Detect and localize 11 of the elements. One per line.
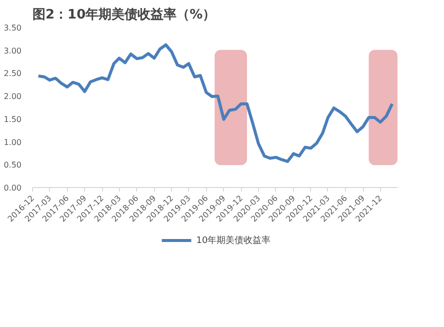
y-tick-label: 0.50 <box>4 160 22 170</box>
chart-title: 图2：10年期美债收益率（%） <box>32 6 216 22</box>
y-tick-label: 1.00 <box>4 138 22 147</box>
y-tick-label: 0.00 <box>4 184 22 192</box>
y-tick-label: 3.00 <box>4 46 22 56</box>
y-tick-label: 2.00 <box>4 92 22 102</box>
legend-label: 10年期美债收益率 <box>196 234 271 246</box>
y-tick-label: 3.50 <box>4 24 22 32</box>
line-series <box>36 43 394 163</box>
y-tick-label: 1.50 <box>4 114 22 124</box>
y-tick-label: 2.50 <box>4 69 22 78</box>
